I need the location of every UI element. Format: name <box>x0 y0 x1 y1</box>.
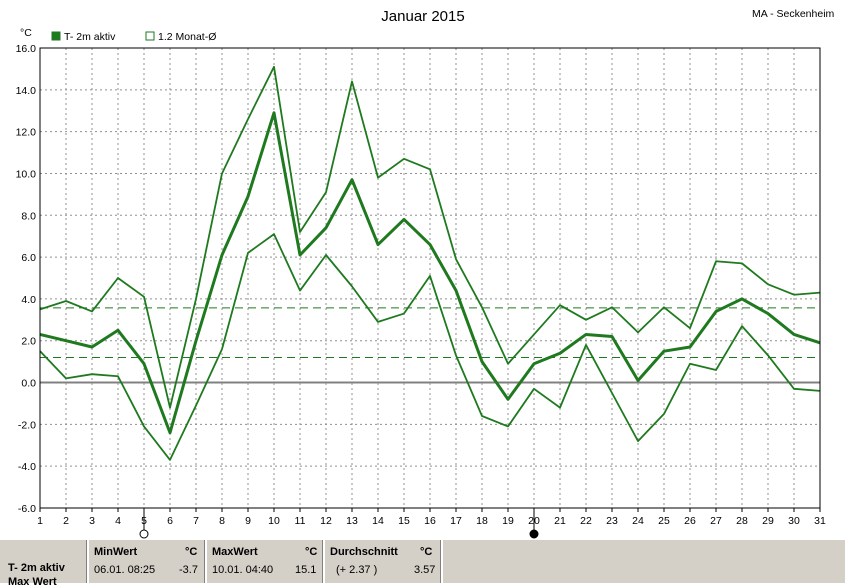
x-tick-label: 23 <box>606 515 618 527</box>
stats-separator <box>204 540 207 583</box>
x-tick-label: 15 <box>398 515 410 527</box>
avg-delta: (+ 2.37 ) <box>336 564 378 576</box>
max-datetime: 10.01. 04:40 <box>212 564 274 576</box>
x-tick-label: 6 <box>167 515 173 527</box>
y-tick-label: 12.0 <box>16 127 37 139</box>
y-tick-label: -4.0 <box>18 461 36 473</box>
x-tick-label: 28 <box>736 515 748 527</box>
legend-swatch-actual <box>51 31 61 41</box>
y-tick-label: 16.0 <box>16 43 37 55</box>
x-tick-label: 18 <box>476 515 488 527</box>
x-ticks: 1234567891011121314151617181920212223242… <box>37 508 826 527</box>
x-tick-label: 12 <box>320 515 332 527</box>
legend-label-average: 1.2 Monat-Ø <box>158 31 216 43</box>
series-line-mean <box>39 111 821 435</box>
legend-label-actual: T- 2m aktiv <box>64 31 116 43</box>
chart-title: Januar 2015 <box>381 8 464 25</box>
x-tick-label: 22 <box>580 515 592 527</box>
y-tick-label: 10.0 <box>16 168 37 180</box>
stats-panel: T- 2m aktiv Max Wert MinWert °C 06.01. 0… <box>0 540 845 588</box>
x-tick-label: 7 <box>193 515 199 527</box>
x-tick-label: 25 <box>658 515 670 527</box>
x-tick-label: 4 <box>115 515 121 527</box>
legend-swatch-average <box>145 31 155 41</box>
y-tick-label: 6.0 <box>21 252 36 264</box>
series-line-min <box>39 233 821 461</box>
series-line-max <box>39 65 821 409</box>
stats-avg-cell: Durchschnitt °C (+ 2.37 ) 3.57 <box>330 540 440 583</box>
y-tick-label: 4.0 <box>21 294 36 306</box>
plot-frame <box>39 47 821 509</box>
station-label: MA - Seckenheim <box>752 8 835 20</box>
x-tick-label: 17 <box>450 515 462 527</box>
x-tick-label: 2 <box>63 515 69 527</box>
stats-min-cell: MinWert °C 06.01. 08:25 -3.7 <box>94 540 204 583</box>
x-tick-label: 3 <box>89 515 95 527</box>
min-header: MinWert <box>94 546 138 558</box>
x-tick-label: 29 <box>762 515 774 527</box>
x-tick-label: 14 <box>372 515 384 527</box>
avg-unit: °C <box>420 546 433 558</box>
max-unit: °C <box>305 546 318 558</box>
x-tick-label: 27 <box>710 515 722 527</box>
new-moon-icon <box>529 529 539 539</box>
y-axis-unit: °C <box>20 27 32 39</box>
full-moon-icon <box>139 529 149 539</box>
stats-separator <box>440 540 443 583</box>
reference-lines <box>40 307 820 358</box>
avg-header: Durchschnitt <box>330 546 398 558</box>
x-tick-label: 9 <box>245 515 251 527</box>
x-tick-label: 21 <box>554 515 566 527</box>
series-lines <box>39 65 821 461</box>
grid <box>40 48 820 508</box>
temperature-chart: Januar 2015 MA - Seckenheim °C T- 2m akt… <box>16 8 835 539</box>
x-tick-label: 26 <box>684 515 696 527</box>
x-tick-label: 11 <box>295 515 306 527</box>
x-tick-label: 19 <box>502 515 514 527</box>
x-tick-label: 16 <box>424 515 436 527</box>
stats-series-label-2: Max Wert <box>8 576 57 588</box>
avg-value: 3.57 <box>414 564 436 576</box>
y-tick-label: -2.0 <box>18 419 36 431</box>
y-tick-label: 2.0 <box>21 336 36 348</box>
x-tick-label: 30 <box>788 515 800 527</box>
min-unit: °C <box>185 546 198 558</box>
y-tick-label: 0.0 <box>21 378 36 390</box>
moon-phases <box>139 508 539 539</box>
x-tick-label: 10 <box>268 515 280 527</box>
y-tick-label: 8.0 <box>21 210 36 222</box>
x-tick-label: 24 <box>632 515 644 527</box>
y-tick-label: 14.0 <box>16 85 37 97</box>
stats-separator <box>322 540 325 583</box>
max-value: 15.1 <box>295 564 317 576</box>
x-tick-label: 13 <box>346 515 358 527</box>
stats-max-cell: MaxWert °C 10.01. 04:40 15.1 <box>212 540 322 583</box>
min-datetime: 06.01. 08:25 <box>94 564 156 576</box>
y-ticks: 16.0 14.0 12.0 10.0 8.0 6.0 4.0 2.0 0.0 -2.0 -4.0 -… <box>16 43 37 515</box>
x-tick-label: 1 <box>37 515 43 527</box>
stats-series-label: T- 2m aktiv <box>8 562 65 574</box>
x-tick-label: 8 <box>219 515 225 527</box>
max-header: MaxWert <box>212 546 258 558</box>
min-value: -3.7 <box>179 564 198 576</box>
y-tick-label: -6.0 <box>18 503 36 515</box>
x-tick-label: 31 <box>814 515 826 527</box>
stats-separator <box>86 540 89 583</box>
